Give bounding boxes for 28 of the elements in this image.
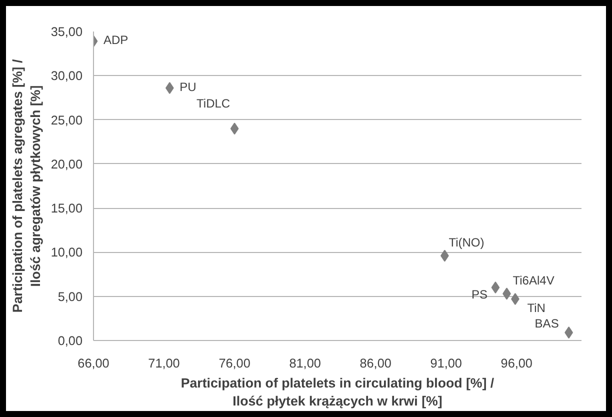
annotation: BAS: [534, 316, 559, 331]
annotation: Ti6Al4V: [512, 274, 554, 288]
x-tick-label: 76,00: [218, 356, 250, 370]
annotation: ADP: [104, 33, 128, 48]
x-tick-label: 91,00: [430, 356, 462, 370]
x-tick-label: 96,00: [500, 356, 532, 370]
point: [491, 282, 500, 294]
y-axis-title: Participation of platelets agregates [%] / Ilość agregatów płytkowych [%]: [10, 59, 43, 313]
point: [165, 82, 174, 94]
x-tick-label: 66,00: [78, 356, 110, 370]
point: [230, 122, 239, 135]
annotation: PU: [180, 80, 196, 94]
y-tick-label: 10,00: [50, 246, 82, 260]
annotation: TiDLC: [196, 96, 230, 111]
x-tick-label: 86,00: [360, 356, 392, 370]
y-tick-label: 25,00: [50, 113, 82, 128]
annotation: Ti(NO): [448, 236, 484, 250]
y-tick-label: 35,00: [50, 25, 82, 39]
annotation: TiN: [527, 301, 546, 316]
y-tick-label: 5,00: [58, 290, 83, 304]
x-tick-label: 71,00: [148, 356, 180, 370]
y-tick-label: 15,00: [50, 202, 82, 216]
x-tick-label: 81,00: [289, 356, 321, 370]
y-tick-label: 0,00: [58, 334, 83, 348]
y-tick-label: 20,00: [50, 157, 82, 172]
x-axis-title: Participation of platelets in circulating blood [%] / Ilość płytek krążących w krwi [%]: [180, 376, 494, 408]
y-tick-label: 30,00: [50, 69, 82, 84]
annotation: PS: [471, 288, 488, 302]
